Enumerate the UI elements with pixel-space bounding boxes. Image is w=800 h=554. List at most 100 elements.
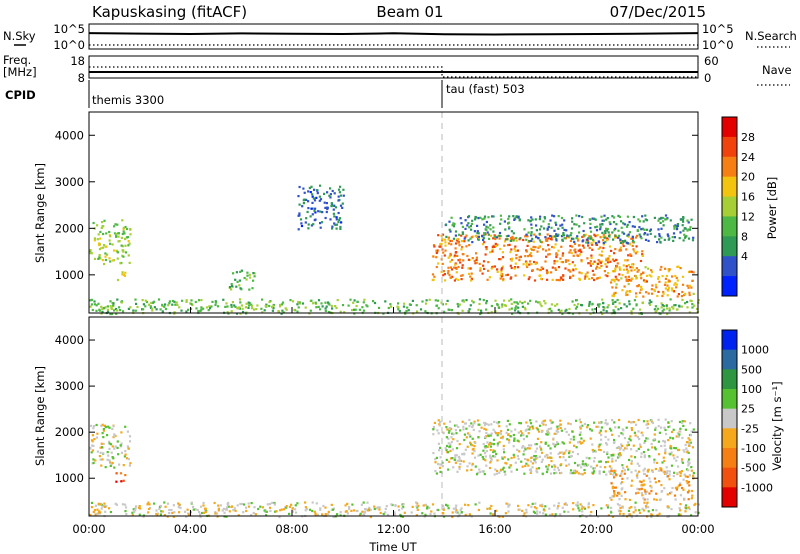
velocity_panel-colorbar-tick-label: 25 xyxy=(741,403,755,416)
power-cell xyxy=(530,239,533,242)
power-cell xyxy=(128,261,131,264)
power-cell xyxy=(673,225,676,228)
power-cell xyxy=(675,276,678,280)
velocity-cell xyxy=(446,428,449,431)
velocity-cell xyxy=(486,507,489,510)
power-cell xyxy=(361,306,364,309)
velocity_panel-colorbar-swatch xyxy=(722,408,737,429)
power-cell xyxy=(669,298,672,301)
power-cell xyxy=(624,293,628,297)
velocity-cell xyxy=(228,510,231,513)
power-cell xyxy=(602,243,605,246)
velocity-cell xyxy=(549,513,552,516)
velocity-cell xyxy=(462,425,465,428)
power-cell xyxy=(601,219,604,222)
power-cell xyxy=(115,232,118,236)
power-cell xyxy=(453,254,457,257)
power-cell xyxy=(601,312,604,316)
power-cell xyxy=(120,236,123,239)
velocity-cell xyxy=(442,504,445,507)
power-cell xyxy=(489,234,493,237)
power-cell xyxy=(554,267,557,270)
velocity-cell xyxy=(453,458,456,461)
power-cell xyxy=(127,307,130,310)
velocity-cell xyxy=(265,510,268,513)
power-cell xyxy=(657,290,660,293)
power-cell xyxy=(329,196,332,199)
power-cell xyxy=(317,299,321,302)
power-cell xyxy=(691,279,694,282)
power-cell xyxy=(653,216,656,219)
power-cell xyxy=(96,224,99,227)
velocity-cell xyxy=(681,436,684,440)
velocity-cell xyxy=(621,444,624,447)
power-cell xyxy=(510,276,513,279)
velocity-cell xyxy=(431,503,435,506)
velocity-cell xyxy=(474,465,477,468)
power-cell xyxy=(247,301,250,304)
velocity-cell xyxy=(505,502,508,505)
power-cell xyxy=(311,213,314,216)
power-cell xyxy=(424,302,428,305)
velocity-cell xyxy=(225,506,229,509)
velocity-cell xyxy=(474,503,477,506)
velocity-cell xyxy=(670,430,674,434)
velocity-cell xyxy=(113,435,116,438)
power-cell xyxy=(583,222,586,225)
power-cell xyxy=(109,242,112,245)
power-cell xyxy=(595,229,599,232)
velocity-cell xyxy=(122,464,125,467)
velocity-cell xyxy=(131,511,134,514)
power-cell xyxy=(578,253,582,256)
power-cell xyxy=(650,275,653,278)
power-cell xyxy=(226,311,229,314)
velocity-cell xyxy=(546,456,549,459)
power-cell xyxy=(118,240,121,243)
velocity-cell xyxy=(447,442,450,445)
power-cell xyxy=(104,252,107,255)
power-cell xyxy=(301,205,304,208)
power-cell xyxy=(226,305,229,308)
power-cell xyxy=(584,273,587,276)
power-cell xyxy=(121,219,124,222)
velocity-cell xyxy=(592,471,595,474)
power-cell xyxy=(577,237,580,240)
velocity-cell xyxy=(600,426,603,429)
power-cell xyxy=(644,238,648,241)
velocity-cell xyxy=(643,501,646,504)
power-cell xyxy=(653,288,656,292)
velocity-cell xyxy=(612,473,615,476)
velocity-cell xyxy=(627,441,630,444)
power-cell xyxy=(230,288,233,291)
power-cell xyxy=(450,216,453,219)
power-cell xyxy=(650,288,653,291)
power-cell xyxy=(444,249,447,252)
power-cell xyxy=(542,220,545,223)
velocity-cell xyxy=(506,419,509,422)
power-cell xyxy=(546,233,549,236)
power-cell xyxy=(252,272,255,275)
velocity-scatter-marks xyxy=(89,418,700,519)
velocity-cell xyxy=(605,443,609,446)
velocity-cell xyxy=(599,443,602,446)
velocity-cell xyxy=(451,511,454,514)
velocity-cell xyxy=(638,464,641,467)
velocity-cell xyxy=(663,444,666,447)
power-cell xyxy=(112,304,115,307)
power-cell xyxy=(494,299,497,302)
velocity-cell xyxy=(637,447,640,450)
velocity-cell xyxy=(110,451,113,454)
velocity-cell xyxy=(495,452,498,456)
power-cell xyxy=(543,227,546,230)
velocity-cell xyxy=(142,515,145,518)
velocity-cell xyxy=(503,456,506,459)
velocity-cell xyxy=(311,509,314,513)
velocity-cell xyxy=(590,429,593,432)
velocity-cell xyxy=(339,514,342,517)
velocity-cell xyxy=(602,470,605,473)
velocity-cell xyxy=(492,449,495,452)
power-cell xyxy=(356,300,359,303)
power-cell xyxy=(525,264,528,267)
power-cell xyxy=(631,266,634,269)
velocity-cell xyxy=(551,465,554,468)
